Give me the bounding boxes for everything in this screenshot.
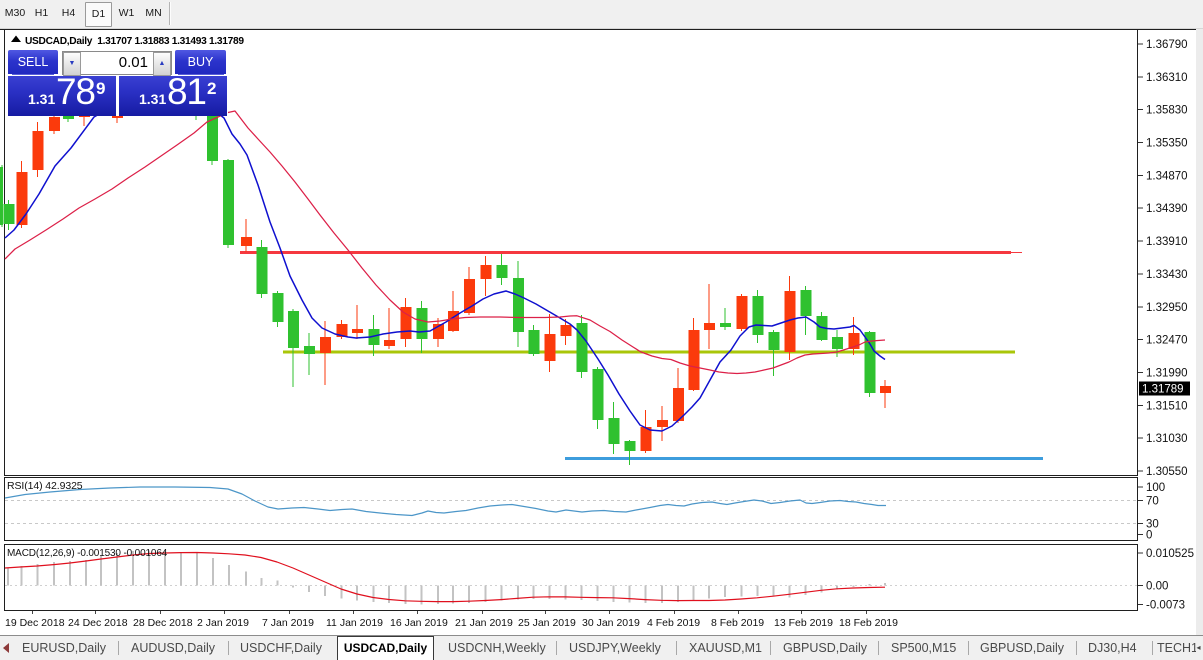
svg-text:8 Feb 2019: 8 Feb 2019 — [711, 617, 764, 629]
svg-text:1.30550: 1.30550 — [1146, 466, 1188, 478]
svg-text:1.32470: 1.32470 — [1146, 335, 1188, 347]
svg-text:USDCAD,Daily 1.31707 1.31883: USDCAD,Daily 1.31707 1.31883 1.31493 1.3… — [25, 36, 244, 47]
svg-text:RSI(14) 42.9325: RSI(14) 42.9325 — [7, 480, 83, 492]
svg-text:1.32950: 1.32950 — [1146, 302, 1188, 314]
svg-text:1.35350: 1.35350 — [1146, 138, 1188, 150]
svg-text:1.33910: 1.33910 — [1146, 236, 1188, 248]
svg-text:0.00: 0.00 — [1146, 581, 1168, 593]
svg-text:7 Jan 2019: 7 Jan 2019 — [262, 617, 314, 629]
svg-text:11 Jan 2019: 11 Jan 2019 — [326, 617, 383, 629]
svg-text:24 Dec 2018: 24 Dec 2018 — [68, 617, 128, 629]
svg-text:18 Feb 2019: 18 Feb 2019 — [839, 617, 898, 629]
svg-text:4 Feb 2019: 4 Feb 2019 — [647, 617, 700, 629]
svg-text:1.34390: 1.34390 — [1146, 203, 1188, 215]
svg-text:1.31030: 1.31030 — [1146, 433, 1188, 445]
svg-text:1.35830: 1.35830 — [1146, 105, 1188, 117]
svg-text:1.33430: 1.33430 — [1146, 269, 1188, 281]
svg-text:1.31510: 1.31510 — [1146, 400, 1188, 412]
svg-text:13 Feb 2019: 13 Feb 2019 — [774, 617, 833, 629]
svg-text:70: 70 — [1146, 496, 1159, 508]
svg-text:1.31789: 1.31789 — [1142, 384, 1184, 396]
svg-text:30: 30 — [1146, 519, 1159, 531]
svg-text:30 Jan 2019: 30 Jan 2019 — [582, 617, 640, 629]
svg-text:25 Jan 2019: 25 Jan 2019 — [518, 617, 576, 629]
svg-text:19 Dec 2018: 19 Dec 2018 — [5, 617, 65, 629]
svg-text:-0.0073: -0.0073 — [1146, 600, 1185, 612]
svg-text:16 Jan 2019: 16 Jan 2019 — [390, 617, 448, 629]
svg-text:0: 0 — [1146, 530, 1152, 542]
svg-text:1.36790: 1.36790 — [1146, 39, 1188, 51]
svg-text:1.31990: 1.31990 — [1146, 368, 1188, 380]
svg-text:0.010525: 0.010525 — [1146, 548, 1194, 560]
svg-text:100: 100 — [1146, 482, 1165, 494]
svg-text:21 Jan 2019: 21 Jan 2019 — [455, 617, 513, 629]
svg-text:1.34870: 1.34870 — [1146, 170, 1188, 182]
svg-text:2 Jan 2019: 2 Jan 2019 — [197, 617, 249, 629]
svg-text:28 Dec 2018: 28 Dec 2018 — [133, 617, 193, 629]
svg-text:MACD(12,26,9) -0.001530 -0.001: MACD(12,26,9) -0.001530 -0.001064 — [7, 548, 168, 559]
svg-text:1.36310: 1.36310 — [1146, 72, 1188, 84]
